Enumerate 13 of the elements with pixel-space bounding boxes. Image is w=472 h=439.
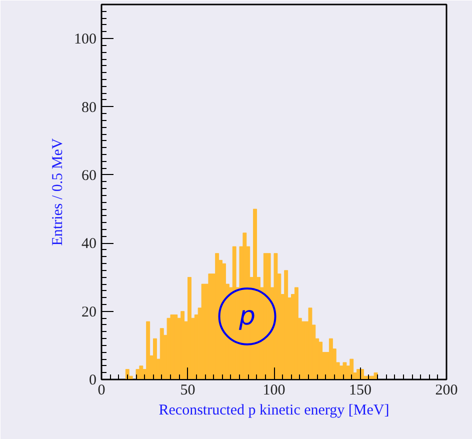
y-tick-label: 0 <box>89 372 96 388</box>
y-tick-label: 40 <box>82 236 96 252</box>
y-tick-label: 80 <box>82 100 96 116</box>
x-tick-label: 200 <box>435 382 458 398</box>
y-tick-label: 20 <box>82 304 96 320</box>
x-tick-label: 150 <box>349 382 372 398</box>
x-tick-label: 50 <box>180 382 196 398</box>
y-tick-label: 60 <box>82 168 96 184</box>
x-axis-title: Reconstructed p kinetic energy [MeV] <box>158 402 390 418</box>
y-tick-label: 100 <box>74 32 96 48</box>
x-tick-label: 100 <box>262 382 286 398</box>
y-axis-title: Entries / 0.5 MeV <box>50 138 66 246</box>
annotation: p <box>238 301 256 332</box>
